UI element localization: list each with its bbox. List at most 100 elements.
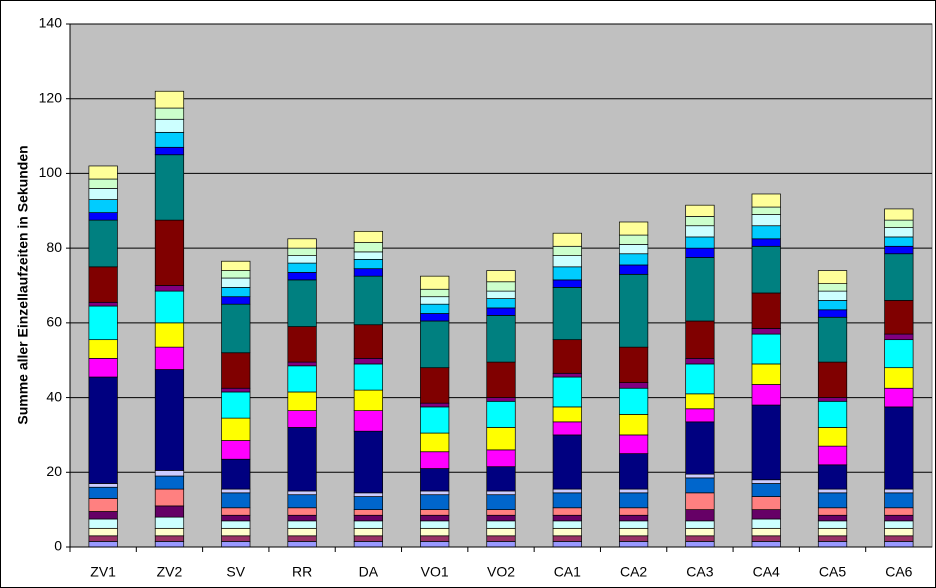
x-tick-label: CA5 — [819, 564, 846, 580]
bar-segment — [486, 514, 516, 522]
bar-segment — [619, 527, 649, 537]
bar-segment — [287, 520, 317, 529]
y-tick-label: 20 — [46, 463, 62, 479]
bar-segment — [884, 208, 914, 221]
bar-segment — [154, 285, 185, 292]
bar-segment — [221, 270, 251, 279]
bar-segment — [552, 255, 582, 268]
bar-segment — [817, 427, 848, 447]
bar-segment — [817, 488, 848, 494]
bar-segment — [685, 520, 715, 529]
bar-segment — [751, 245, 781, 294]
bar-segment — [751, 214, 781, 227]
bar-segment — [751, 193, 781, 208]
bar-segment — [486, 281, 516, 292]
bar-segment — [685, 225, 715, 238]
bar-segment — [884, 387, 914, 408]
bar-segment — [353, 242, 383, 253]
bar-segment — [88, 212, 118, 221]
bar-segment — [420, 303, 450, 314]
bar-segment — [552, 535, 582, 542]
bar-segment — [353, 527, 383, 537]
bar-segment — [817, 400, 848, 428]
bar-segment — [420, 406, 450, 434]
bar-segment — [619, 520, 649, 529]
bar-segment — [619, 273, 649, 348]
bar-segment — [221, 541, 251, 548]
bar-segment — [685, 247, 715, 258]
bar-segment — [552, 287, 582, 341]
bar-segment — [884, 236, 914, 247]
bar-segment — [619, 244, 649, 255]
bar-segment — [88, 511, 118, 520]
bar-segment — [88, 535, 118, 542]
bar-segment — [420, 451, 450, 469]
bar-segment — [817, 397, 848, 402]
bar-segment — [751, 404, 781, 481]
bar-segment — [221, 391, 251, 419]
bar-segment — [685, 320, 715, 359]
bar-segment — [353, 251, 383, 260]
bar-segment — [486, 527, 516, 537]
bar-segment — [486, 298, 516, 309]
bar-segment — [287, 494, 317, 509]
x-tick-label: VO1 — [421, 564, 449, 580]
bar-segment — [685, 216, 715, 227]
bar-segment — [88, 339, 118, 359]
bar-segment — [486, 449, 516, 468]
x-tick-label: CA6 — [885, 564, 912, 580]
bar-segment — [420, 509, 450, 516]
bar-segment — [420, 320, 450, 369]
bar-segment — [685, 363, 715, 395]
bar-segment — [817, 535, 848, 542]
bar-segment — [486, 397, 516, 402]
bar-segment — [751, 509, 781, 520]
bar-segment — [88, 483, 118, 488]
x-tick-label: CA3 — [686, 564, 713, 580]
x-tick-label: CA4 — [753, 564, 780, 580]
bar-segment — [287, 410, 317, 428]
bar-segment — [884, 219, 914, 228]
x-tick-label: RR — [292, 564, 312, 580]
bar-segment — [287, 255, 317, 264]
bar-segment — [486, 361, 516, 398]
bar-segment — [685, 421, 715, 475]
bar-segment — [619, 382, 649, 389]
bar-segment — [685, 535, 715, 542]
bar-segment — [287, 361, 317, 367]
bar-segment — [287, 326, 317, 363]
bar-segment — [154, 505, 185, 518]
bar-segment — [817, 541, 848, 548]
bar-segment — [420, 296, 450, 305]
bar-segment — [685, 527, 715, 537]
bar-segment — [88, 498, 118, 512]
bar-segment — [221, 303, 251, 354]
bar-segment — [88, 301, 118, 307]
bar-segment — [221, 352, 251, 389]
bar-segment — [751, 328, 781, 335]
bar-segment — [88, 305, 118, 341]
bar-segment — [884, 541, 914, 548]
bar-segment — [221, 387, 251, 393]
bar-segment — [486, 315, 516, 363]
bar-segment — [751, 384, 781, 406]
bar-segment — [552, 507, 582, 516]
bar-segment — [486, 307, 516, 316]
bar-segment — [221, 488, 251, 494]
bar-segment — [619, 535, 649, 542]
bar-segment — [884, 227, 914, 238]
bar-segment — [486, 427, 516, 451]
bar-segment — [154, 146, 185, 156]
bar-segment — [884, 333, 914, 341]
bar-segment — [552, 339, 582, 374]
bar-segment — [884, 367, 914, 389]
bar-segment — [88, 486, 118, 499]
bar-segment — [486, 535, 516, 542]
bar-segment — [154, 107, 185, 120]
y-tick-label: 80 — [46, 239, 62, 255]
bar-segment — [817, 316, 848, 363]
bar-segment — [486, 520, 516, 529]
bar-segment — [751, 518, 781, 529]
bar-segment — [287, 541, 317, 548]
bar-segment — [685, 492, 715, 510]
